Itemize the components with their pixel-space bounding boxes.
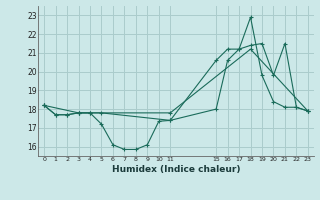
X-axis label: Humidex (Indice chaleur): Humidex (Indice chaleur) (112, 165, 240, 174)
